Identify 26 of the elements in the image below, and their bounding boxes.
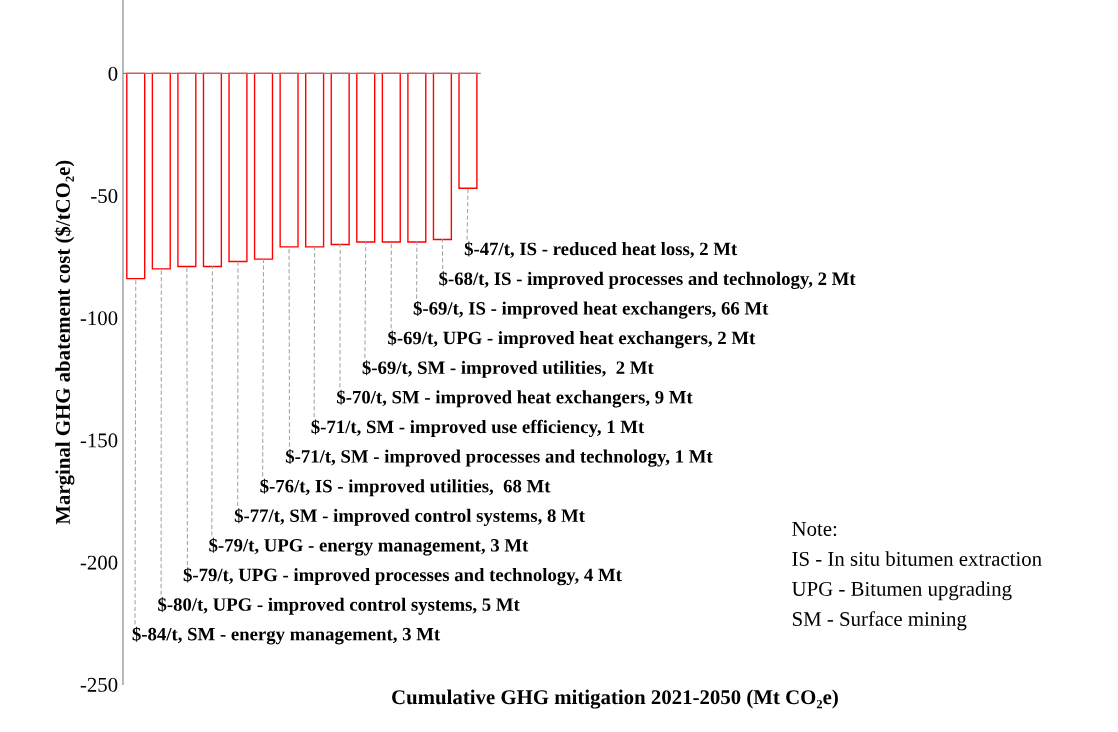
- x-axis-title: Cumulative GHG mitigation 2021-2050 (Mt CO₂e): [392, 689, 838, 709]
- text: SM - Surface mining: [792, 611, 967, 631]
- data-label: $-68/t, IS - improved processes and technology, 2 Mt: [439, 271, 856, 290]
- data-label: $-71/t, SM - improved processes and technology, 1 Mt: [285, 448, 713, 467]
- data-label: $-71/t, SM - improved use efficiency, 1 Mt: [311, 419, 645, 438]
- data-label: $-69/t, UPG - improved heat exchangers, 2 Mt: [388, 330, 756, 349]
- text: UPG - Bitumen upgrading: [791, 581, 1012, 601]
- y-tick-label: -100: [80, 311, 118, 326]
- text: Note:: [792, 522, 837, 537]
- data-label: $-76/t, IS - improved utilities, 68 Mt: [260, 478, 551, 497]
- data-label: $-70/t, SM - improved heat exchangers, 9 Mt: [337, 389, 693, 408]
- data-label: $-47/t, IS - reduced heat loss, 2 Mt: [464, 241, 738, 258]
- data-label: $-77/t, SM - improved control systems, 8 Mt: [234, 508, 585, 526]
- text: IS - In situ bitumen extraction: [792, 551, 1042, 566]
- y-tick-label: -200: [80, 555, 118, 570]
- y-tick-label: -250: [80, 677, 118, 692]
- data-label: $-69/t, SM - improved utilities, 2 Mt: [362, 360, 654, 378]
- y-tick-label: -50: [91, 188, 118, 203]
- y-tick-label: 0: [108, 66, 118, 81]
- y-tick-label: -150: [80, 433, 118, 448]
- y-axis-title: Marginal GHG abatement cost ($/tCO₂e): [54, 160, 75, 525]
- data-label: $-79/t, UPG - energy management, 3 Mt: [209, 537, 529, 556]
- data-label: $-80/t, UPG - improved control systems, 5 Mt: [158, 597, 520, 615]
- data-label: $-84/t, SM - energy management, 3 Mt: [132, 626, 441, 645]
- data-label: $-79/t, UPG - improved processes and technology, 4 Mt: [183, 567, 622, 586]
- data-label: $-69/t, IS - improved heat exchangers, 66 Mt: [413, 300, 769, 319]
